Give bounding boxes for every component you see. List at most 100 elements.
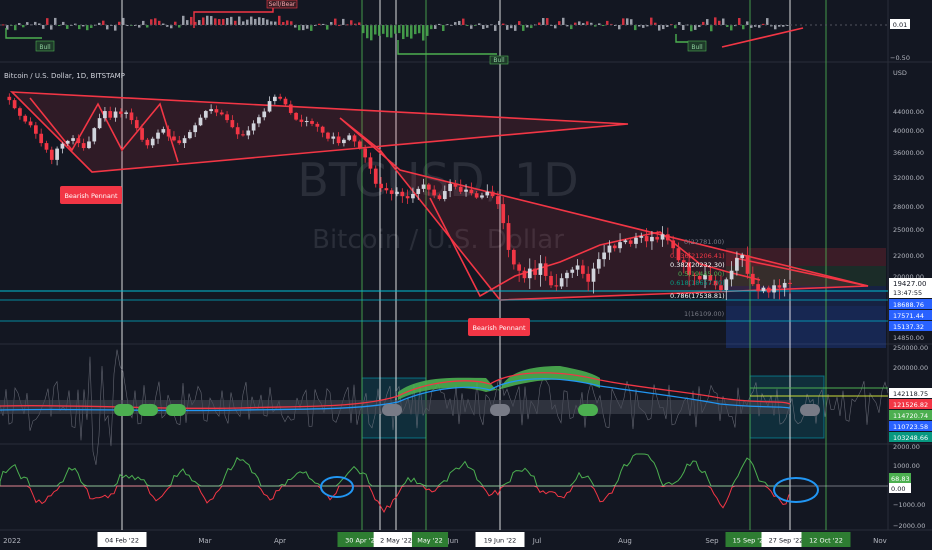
top-histogram-bar [562,17,565,25]
top-histogram-bar [182,15,185,25]
fib-level-label: 0.5(19445.00) [678,270,724,278]
vertical-marker-lines [121,0,827,530]
top-histogram-bar [506,25,509,30]
candle-body [203,111,208,118]
candle-body [660,234,665,240]
mid-tick-label: 250000.00 [893,344,928,352]
bottom-tick-label: −2000.00 [893,522,925,530]
top-histogram-bar [762,23,765,25]
price-tick-label: 44000.00 [893,108,924,116]
top-label-bull-2-text: Bull [493,57,505,64]
top-histogram-bar [726,25,729,27]
mid-value-badge-label: 114720.74 [893,412,928,420]
candle-body [644,236,649,242]
candle-body [124,112,129,114]
top-histogram-bar [150,19,153,25]
mid-signal-pill [800,404,820,416]
candle-body [251,123,256,131]
top-histogram-bar [634,25,637,31]
candle-body [65,140,70,144]
top-histogram-bar [22,25,25,28]
annotation-bearish-pennant-1-text: Bearish Pennant [64,192,118,200]
candle-body [650,236,654,242]
candle-body [729,270,734,280]
top-histogram-bar [698,25,701,28]
top-histogram-bar [122,17,125,25]
candle-body [342,139,346,144]
candle-body [697,275,702,280]
candle-body [772,285,776,293]
mid-value-badge-label: 121526.82 [893,401,928,409]
top-tick-label: −0.50 [890,54,910,62]
candle-body [469,189,474,194]
top-histogram-bar [774,25,777,30]
candle-body [71,138,75,141]
top-label-bull-3 [687,40,707,52]
top-histogram-bar [426,25,429,36]
top-histogram-bar [518,21,521,25]
candle-body [156,132,160,139]
candle-body [681,260,686,263]
top-histogram-bar [66,25,69,29]
top-histogram-bar [430,25,433,30]
top-histogram-bar [50,25,53,30]
fibonacci-labels: 0(22781.00) 0.236(21206.41)0.382(20232.30… [670,238,725,318]
time-axis[interactable]: 2022 Mar Apr Jun Jul Aug Sep Nov 04 Feb '22 30 Ap… [3,532,887,547]
top-label-bull-1 [35,40,55,52]
top-histogram-bar [18,23,21,25]
top-histogram-bar [266,19,269,25]
candle-body [427,184,431,190]
top-histogram-bar [710,25,713,32]
bottom-circle-marker-1 [320,476,354,498]
candle-body [198,117,203,126]
top-histogram-bar [62,21,65,25]
candle-body [411,193,415,199]
top-histogram-bar [2,24,5,26]
candle-body [368,157,373,169]
candle-body [230,120,235,128]
top-histogram-bar [382,25,385,34]
pennant-pattern-1 [9,91,629,173]
candle-body [565,272,569,279]
top-histogram-bar [510,25,513,29]
top-histogram-bar [754,25,757,27]
price-level-badge [889,299,932,309]
top-histogram-bar [166,25,169,27]
price-level-badge [889,310,932,320]
date-badge-label: May '22 [417,537,443,545]
price-unit-label: USD [893,69,907,77]
candle-body [118,111,123,114]
candle-body [549,275,553,286]
mid-signal-pill [166,404,186,416]
top-histogram-bar [370,25,373,41]
top-histogram-bar [738,18,741,25]
annotation-bearish-pennant-2 [468,318,530,336]
pennant-pattern-2 [339,117,869,301]
top-label-bull-3-text: Bull [691,44,703,51]
top-histogram-bar [326,25,329,30]
top-label-bear-text: Sell/Bear [269,1,296,8]
time-axis-label: 2022 [3,537,21,545]
candle-body [777,285,782,288]
candle-body [745,255,750,274]
candle-body [740,255,745,259]
top-histogram-bar [442,25,445,31]
top-histogram-bar [766,18,769,25]
candle-body [575,265,580,270]
date-badge-label: 19 Jun '22 [484,537,517,545]
candle-body [623,240,628,243]
top-histogram-bar [230,16,233,25]
candle-body [628,240,633,244]
price-axis[interactable]: 0.01 −0.50 USD 44000.00 40000.00 36000.00 3200… [889,19,932,530]
pennant-1-zigzag [29,97,179,163]
top-histogram-bar [250,16,253,25]
top-histogram-bar [462,18,465,25]
top-histogram-bar [362,25,365,34]
top-histogram-bar [470,25,473,29]
candle-body [326,132,330,139]
top-histogram-bar [714,17,717,25]
candle-body [490,191,495,197]
top-histogram-bar [782,25,785,27]
